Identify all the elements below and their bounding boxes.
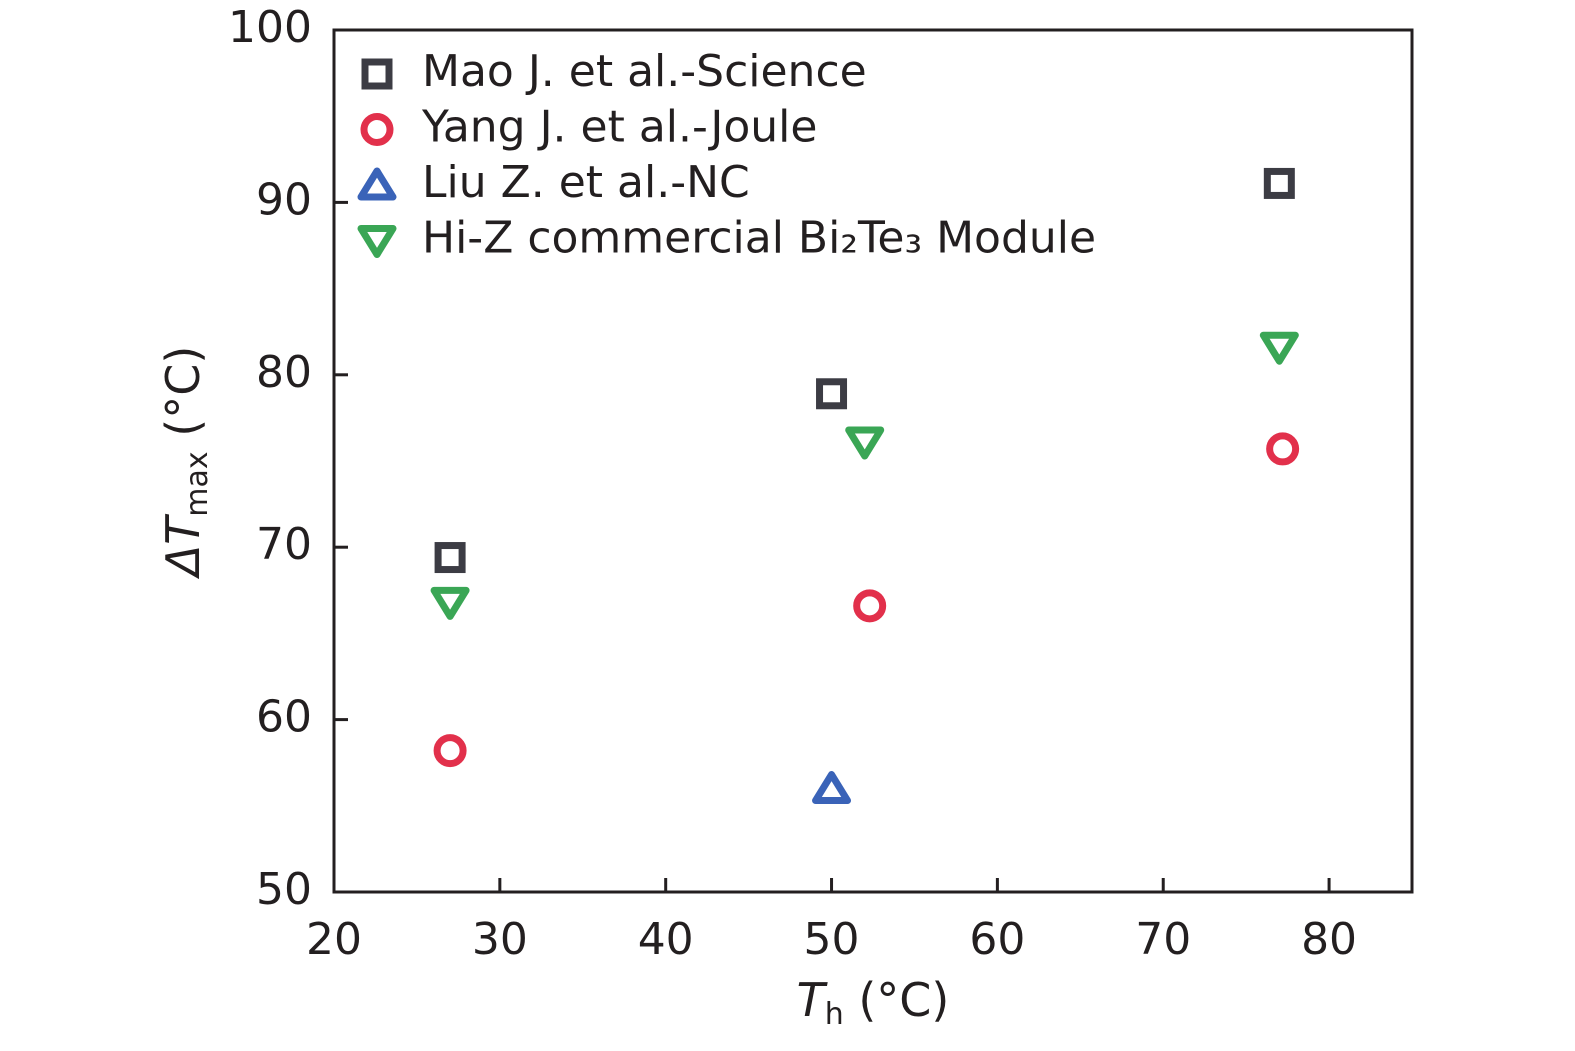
axis-symbol: T	[797, 973, 829, 1027]
legend-label: Yang J. et al.-Joule	[421, 102, 817, 153]
axis-symbol: ΔT	[156, 513, 210, 579]
y-tick-label: 50	[256, 864, 312, 915]
y-tick-label: 60	[256, 692, 312, 743]
x-tick-label: 70	[1135, 914, 1191, 965]
marker-circle	[853, 589, 887, 623]
marker-triangle-down	[430, 586, 470, 620]
x-tick-label: 60	[969, 914, 1025, 965]
legend-marker	[357, 167, 397, 201]
y-tick-label: 100	[228, 2, 312, 53]
legend-label: Liu Z. et al.-NC	[422, 157, 750, 208]
y-tick-label: 90	[256, 174, 312, 225]
marker-triangle-up	[812, 771, 852, 805]
legend-label: Hi-Z commercial Bi₂Te₃ Module	[422, 213, 1096, 264]
x-tick-label: 50	[804, 914, 860, 965]
marker-square	[434, 542, 466, 574]
marker-square	[816, 378, 848, 410]
axis-unit: (°C)	[844, 973, 950, 1027]
legend-marker	[361, 58, 393, 90]
y-label: ΔTmax (°C)	[156, 346, 215, 580]
marker-circle	[1266, 432, 1300, 466]
legend-label: Mao J. et al.-Science	[422, 46, 867, 97]
legend-marker	[357, 225, 397, 258]
axis-subscript: h	[825, 997, 844, 1032]
axis-subscript: max	[180, 451, 215, 516]
x-tick-label: 30	[472, 914, 528, 965]
legend-marker	[360, 113, 394, 146]
y-tick-label: 80	[256, 347, 312, 398]
plot-frame	[332, 28, 1414, 894]
marker-square	[1263, 167, 1295, 199]
x-tick-label: 20	[306, 914, 362, 965]
marker-triangle-down	[1259, 331, 1299, 365]
marker-triangle-down	[845, 426, 885, 460]
marker-circle	[433, 734, 467, 768]
axis-unit: (°C)	[156, 346, 210, 452]
x-label: Th (°C)	[797, 973, 950, 1032]
y-tick-label: 70	[256, 519, 312, 570]
x-tick-label: 80	[1301, 914, 1357, 965]
x-tick-label: 40	[638, 914, 694, 965]
